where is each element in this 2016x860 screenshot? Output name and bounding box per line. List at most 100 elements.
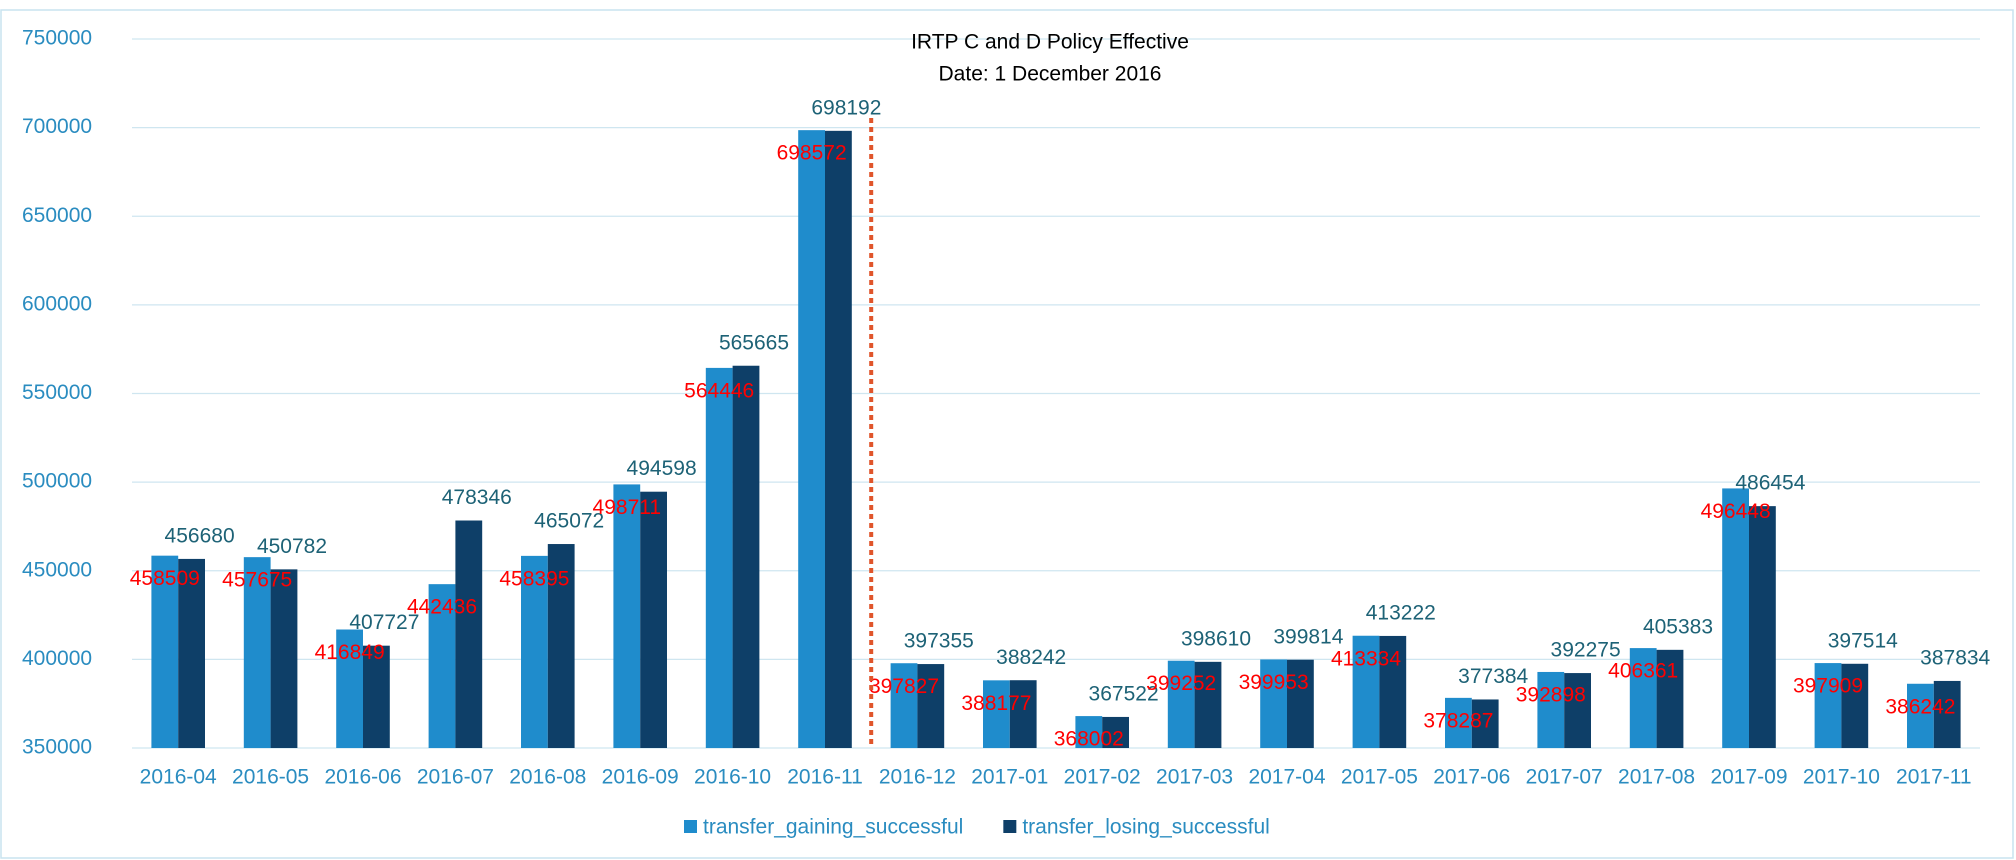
x-tick-label: 2017-04: [1248, 766, 1325, 789]
data-label: 397827: [869, 675, 939, 698]
bar: [1907, 683, 1934, 748]
data-label: 398610: [1181, 627, 1251, 650]
bar: [521, 555, 548, 748]
data-label: 387834: [1920, 646, 1990, 669]
bar: [1564, 673, 1591, 748]
x-tick-label: 2016-06: [324, 766, 401, 789]
bar: [1287, 659, 1314, 748]
bar: [1841, 663, 1869, 748]
bar: [1814, 663, 1842, 748]
bar: [613, 484, 641, 748]
data-label: 407727: [349, 611, 419, 634]
data-label: 392275: [1551, 639, 1621, 662]
y-tick-label: 500000: [22, 470, 92, 493]
x-tick-label: 2017-08: [1618, 766, 1695, 789]
x-tick-label: 2017-02: [1064, 766, 1141, 789]
bar: [705, 367, 733, 748]
data-label: 377384: [1458, 665, 1528, 688]
bar: [455, 520, 483, 748]
legend-swatch: [684, 820, 697, 833]
data-label: 392898: [1516, 684, 1586, 707]
data-label: 457675: [222, 569, 292, 592]
bar: [243, 557, 271, 748]
data-label: 367522: [1089, 682, 1159, 705]
data-label: 386242: [1885, 695, 1955, 718]
data-label: 494598: [627, 457, 697, 480]
x-tick-label: 2017-07: [1526, 766, 1603, 789]
bar: [1722, 488, 1749, 748]
data-label: 698192: [811, 96, 881, 119]
data-label: 397355: [904, 630, 974, 653]
y-tick-label: 750000: [22, 27, 92, 50]
bar: [1009, 680, 1037, 748]
bar: [917, 664, 945, 748]
bar: [270, 569, 298, 748]
x-tick-label: 2017-06: [1433, 766, 1510, 789]
x-tick-label: 2016-05: [232, 766, 309, 789]
y-tick-label: 450000: [22, 558, 92, 581]
data-label: 388242: [996, 646, 1066, 669]
bar: [1629, 648, 1657, 748]
legend-label: transfer_losing_successful: [1022, 816, 1269, 839]
data-label: 416849: [315, 641, 385, 664]
bar: [890, 663, 918, 748]
bar: [1537, 671, 1565, 748]
data-label: 368002: [1054, 728, 1124, 751]
bar: [363, 645, 390, 748]
bar: [178, 558, 205, 748]
x-tick-label: 2017-11: [1896, 766, 1972, 789]
y-tick-label: 700000: [22, 115, 92, 138]
data-label: 450782: [257, 535, 327, 558]
data-label: 413222: [1366, 601, 1436, 624]
data-label: 565665: [719, 331, 789, 354]
bar: [428, 584, 456, 748]
x-tick-label: 2016-07: [417, 766, 494, 789]
y-tick-label: 350000: [22, 736, 92, 759]
data-label: 388177: [961, 692, 1031, 715]
data-label: 378287: [1423, 709, 1493, 732]
x-tick-label: 2017-05: [1341, 766, 1418, 789]
bar: [336, 629, 363, 748]
data-label: 486454: [1735, 472, 1805, 495]
data-label: 442436: [407, 596, 477, 619]
legend-swatch: [1003, 820, 1017, 833]
y-tick-label: 400000: [22, 647, 92, 670]
x-tick-label: 2016-11: [787, 766, 863, 789]
chart-border: [0, 9, 2014, 859]
data-label: 496448: [1701, 500, 1771, 523]
data-label: 399953: [1239, 671, 1309, 694]
x-tick-label: 2016-12: [879, 766, 956, 789]
bar: [1471, 699, 1499, 748]
bar: [640, 491, 667, 748]
data-label: 478346: [442, 486, 512, 509]
bar: [798, 130, 825, 748]
legend-label: transfer_gaining_successful: [703, 816, 963, 839]
bar: [1102, 716, 1129, 748]
bar: [825, 130, 852, 748]
bar: [547, 544, 575, 748]
data-label: 698572: [777, 142, 847, 165]
bar: [1933, 680, 1961, 748]
data-label: 399814: [1273, 625, 1343, 648]
x-tick-label: 2017-10: [1803, 766, 1880, 789]
y-tick-label: 600000: [22, 292, 92, 315]
bar: [1445, 697, 1472, 748]
data-label: 406361: [1608, 660, 1678, 683]
bar: [1352, 635, 1380, 748]
x-tick-label: 2016-08: [509, 766, 586, 789]
x-tick-label: 2017-03: [1156, 766, 1233, 789]
data-label: 397514: [1828, 629, 1898, 652]
data-label: 465072: [534, 510, 604, 533]
data-label: 458395: [499, 567, 569, 590]
bar: [1075, 716, 1103, 748]
data-label: 458509: [130, 567, 200, 590]
y-tick-label: 550000: [22, 381, 92, 404]
x-tick-label: 2016-09: [602, 766, 679, 789]
data-label: 456680: [165, 524, 235, 547]
bar: [1656, 649, 1684, 748]
x-tick-label: 2017-09: [1710, 766, 1787, 789]
bar: [1260, 659, 1287, 748]
data-label: 498711: [593, 496, 662, 519]
bar: [151, 555, 179, 748]
x-tick-label: 2017-01: [971, 766, 1048, 789]
